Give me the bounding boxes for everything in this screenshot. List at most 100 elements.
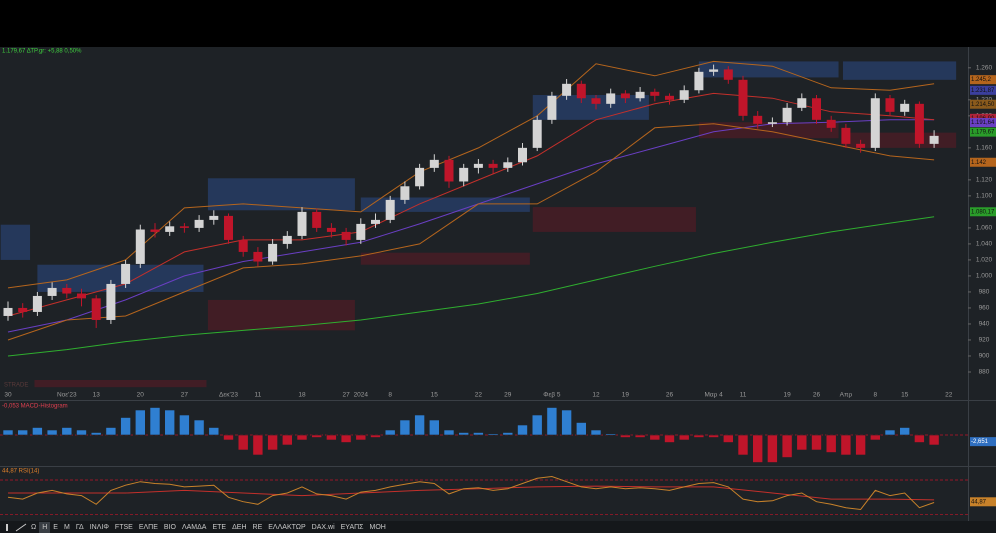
price-badge-label: 1.245,2 xyxy=(971,77,992,83)
x-tick-label: 20 xyxy=(137,392,145,399)
candle-body xyxy=(268,243,278,262)
candle-body xyxy=(150,229,160,232)
rsi-line xyxy=(7,475,935,511)
toolbar-button[interactable]: ΕΤΕ xyxy=(212,523,227,531)
candle-body xyxy=(620,93,630,99)
histogram-bar xyxy=(164,409,175,436)
candle-body xyxy=(650,91,660,96)
toolbar-button[interactable]: INΛΙΦ xyxy=(89,523,109,531)
histogram-bar xyxy=(223,434,234,441)
candle-body xyxy=(694,71,704,91)
toolbar-button[interactable]: ΕΛΛΑΚΤΩΡ xyxy=(268,523,306,531)
candle-body xyxy=(914,103,924,144)
y-tick-label: 1.100 xyxy=(976,193,993,200)
histogram-bar xyxy=(2,429,14,436)
x-tick-label: 27 xyxy=(342,392,350,399)
indicator-line xyxy=(7,60,935,289)
toolbar-button[interactable]: ΜΟΗ xyxy=(369,523,386,531)
x-tick-label: 26 xyxy=(813,392,821,399)
x-tick-label: Φεβ 5 xyxy=(543,392,561,399)
x-tick-label: 8 xyxy=(388,392,392,399)
candle-body xyxy=(253,251,263,262)
price-badge xyxy=(970,207,996,217)
x-tick-label: 18 xyxy=(298,392,306,399)
toolbar-button[interactable]: ΛΑΜΔΑ xyxy=(181,523,207,531)
histogram-bar xyxy=(237,434,249,451)
histogram-bar xyxy=(561,409,572,436)
candle-body xyxy=(341,231,351,240)
draw-icon[interactable] xyxy=(14,522,28,533)
candle-body xyxy=(371,219,380,224)
price-badge-label: -2,651 xyxy=(971,439,989,445)
histogram-bar xyxy=(649,434,661,441)
histogram-bar xyxy=(590,429,602,436)
x-tick-label: Μαρ 4 xyxy=(704,392,723,399)
candle-body xyxy=(91,298,101,320)
histogram-bar xyxy=(752,434,764,463)
x-tick-label: 19 xyxy=(622,392,630,399)
histogram-bar xyxy=(326,434,337,441)
candle-body xyxy=(238,239,248,252)
price-badge-label: 1.231,87 xyxy=(971,88,995,94)
candle-body xyxy=(885,98,895,112)
candle-body xyxy=(826,119,836,128)
zone xyxy=(842,61,957,80)
toolbar-button[interactable]: DAX.wi xyxy=(311,523,335,531)
histogram-bar xyxy=(105,427,117,436)
histogram-bar xyxy=(267,434,278,451)
candle-body xyxy=(356,223,366,240)
zone xyxy=(532,207,696,232)
candle-body xyxy=(297,211,307,236)
x-tick-label: 11 xyxy=(740,392,747,399)
histogram-bar xyxy=(443,429,455,436)
histogram-bar xyxy=(899,427,911,436)
x-tick-label: Απρ xyxy=(840,392,853,399)
price-badge-label: 1.142 xyxy=(971,160,987,166)
y-tick-label: 1.260 xyxy=(976,65,993,72)
candle-body xyxy=(900,103,910,112)
candle-body xyxy=(77,293,86,299)
toolbar-button[interactable]: ΕΛΠΕ xyxy=(138,523,158,531)
toolbar-button[interactable]: Ω xyxy=(31,523,37,531)
zone xyxy=(37,264,204,292)
histogram-bar xyxy=(502,432,514,436)
candle-body xyxy=(473,163,483,168)
candle-body xyxy=(385,199,395,220)
x-tick-label: 12 xyxy=(592,392,600,399)
histogram-bar xyxy=(722,434,734,443)
y-tick-label: 960 xyxy=(979,305,990,312)
info-icon[interactable] xyxy=(0,522,14,533)
histogram-bar xyxy=(620,434,631,438)
histogram-bar xyxy=(296,434,308,441)
toolbar-button[interactable]: ΔΕΗ xyxy=(232,523,247,531)
histogram-bar xyxy=(811,434,822,451)
candle-body xyxy=(547,95,557,120)
histogram-bar xyxy=(355,434,367,441)
zone xyxy=(207,178,355,211)
y-tick-label: 980 xyxy=(979,289,990,296)
candle-body xyxy=(224,215,233,240)
histogram-bar xyxy=(135,409,146,436)
histogram-bar xyxy=(340,434,352,443)
toolbar-button[interactable]: Ε xyxy=(53,523,58,531)
toolbar-button[interactable]: ΓΔ xyxy=(75,523,84,531)
candle-body xyxy=(459,167,469,182)
x-tick-label: 27 xyxy=(181,392,189,399)
histogram-bar xyxy=(149,407,161,436)
histogram-bar xyxy=(781,434,793,458)
toolbar-button[interactable]: ΒΙΟ xyxy=(163,523,176,531)
toolbar-button[interactable]: FTSE xyxy=(114,523,133,531)
x-tick-label: 13 xyxy=(93,392,101,399)
candle-body xyxy=(488,163,498,168)
candle-body xyxy=(165,226,175,232)
toolbar-button[interactable]: Η xyxy=(39,521,51,533)
toolbar-button[interactable]: Μ xyxy=(63,523,70,531)
histogram-bar xyxy=(737,434,749,456)
toolbar-button[interactable]: ΕΥΑΠΣ xyxy=(340,523,364,531)
histogram-bar xyxy=(487,433,499,436)
toolbar-button[interactable]: RE xyxy=(252,523,263,531)
candle-body xyxy=(62,287,72,294)
candle-body xyxy=(767,122,777,124)
histogram-bar xyxy=(825,434,837,453)
histogram-bar xyxy=(252,434,264,456)
